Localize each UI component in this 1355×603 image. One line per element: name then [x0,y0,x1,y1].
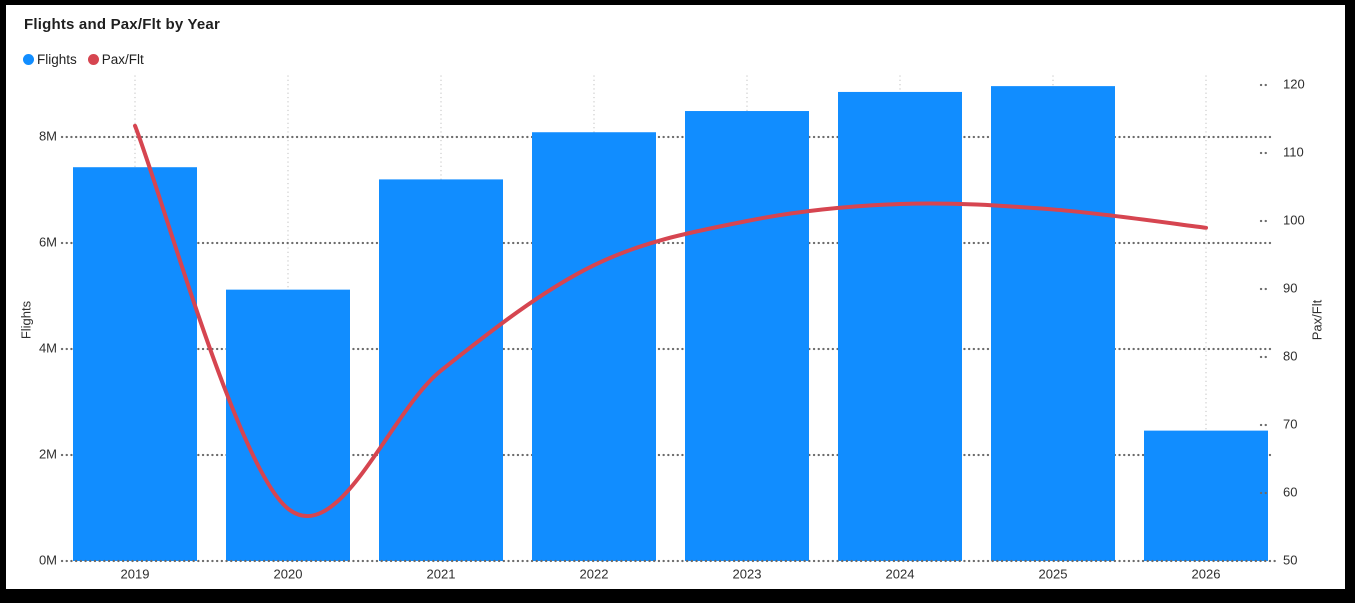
left-axis-label-2M: 2M [39,446,57,461]
left-axis-label-8M: 8M [39,128,57,143]
legend-label: Flights [37,52,77,67]
x-axis-label-2021: 2021 [427,566,456,581]
bar-flights-2022[interactable] [532,132,656,562]
legend: Flights Pax/Flt [23,52,144,67]
right-axis-label-50: 50 [1283,552,1297,567]
legend-item-flights[interactable]: Flights [23,52,77,67]
right-axis-label-110: 110 [1283,144,1304,159]
legend-label: Pax/Flt [101,52,144,67]
left-axis-label-4M: 4M [39,340,57,355]
x-axis-label-2020: 2020 [274,566,303,581]
right-axis-label-100: 100 [1283,212,1305,227]
x-axis-label-2026: 2026 [1192,566,1221,581]
legend-item-pax-flt[interactable]: Pax/Flt [87,52,144,67]
bar-flights-2025[interactable] [991,86,1115,562]
legend-dot-icon [87,54,99,65]
legend-dot-icon [23,54,34,65]
chart-title: Flights and Pax/Flt by Year [24,16,221,33]
bar-flights-2023[interactable] [685,111,809,561]
bar-flights-2020[interactable] [226,289,350,561]
x-axis-label-2023: 2023 [733,566,762,581]
left-axis-label-0M: 0M [39,552,57,567]
bar-flights-2024[interactable] [838,91,962,561]
right-axis-label-120: 120 [1283,76,1305,91]
x-axis-label-2025: 2025 [1039,566,1068,581]
x-axis-label-2024: 2024 [886,566,915,581]
bar-flights-2019[interactable] [73,167,197,561]
right-axis-label-60: 60 [1283,484,1297,499]
right-axis-label-90: 90 [1283,280,1297,295]
line-pax-flt[interactable] [133,123,1208,519]
bar-flights-2026[interactable] [1144,430,1268,561]
x-axis-label-2019: 2019 [121,566,150,581]
right-axis-title: Pax/Flt [1309,299,1324,340]
left-axis-title: Flights [18,300,33,339]
right-axis-label-70: 70 [1283,416,1297,431]
x-axis-label-2022: 2022 [580,566,609,581]
right-axis-label-80: 80 [1283,348,1297,363]
left-axis-label-6M: 6M [39,234,57,249]
